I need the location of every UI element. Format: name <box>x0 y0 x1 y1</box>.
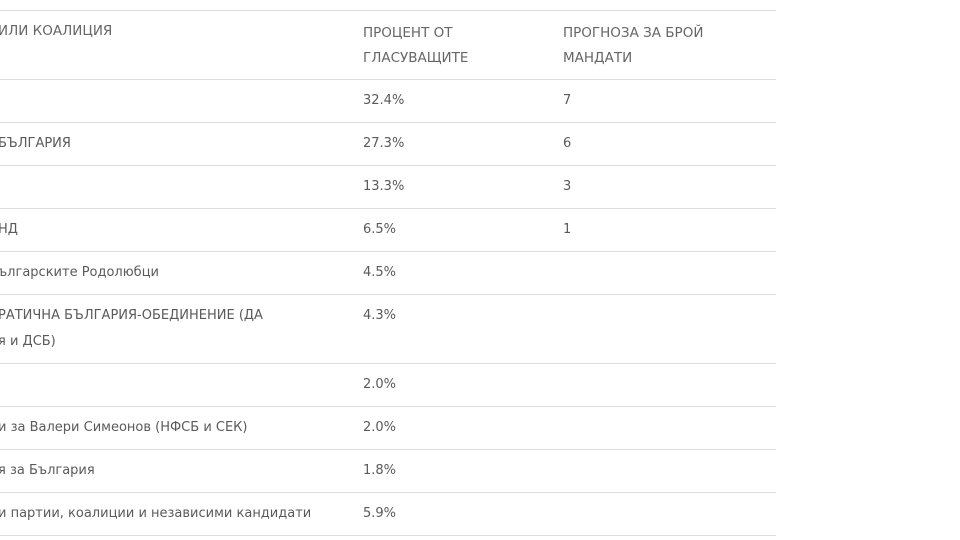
party-name-line2: я и ДСБ) <box>0 334 56 349</box>
percent-value: 4.3% <box>363 308 397 323</box>
party-name: НД <box>0 222 18 237</box>
mandates-value: 7 <box>563 93 572 108</box>
header-party: или коалиция <box>0 23 113 39</box>
mandates-value: 3 <box>563 179 572 194</box>
percent-value: 32.4% <box>363 93 405 108</box>
header-percent-line1: ПРОЦЕНТ ОТ <box>363 25 453 41</box>
percent-value: 13.3% <box>363 179 405 194</box>
party-name: я за България <box>0 463 95 478</box>
row-divider <box>0 79 776 80</box>
header-percent-line2: ГЛАСУВАЩИТЕ <box>363 50 469 66</box>
row-divider <box>0 492 776 493</box>
row-divider <box>0 251 776 252</box>
row-divider <box>0 122 776 123</box>
row-divider <box>0 294 776 295</box>
row-divider <box>0 406 776 407</box>
party-name: ългарските Родолюбци <box>0 265 159 280</box>
percent-value: 2.0% <box>363 420 397 435</box>
mandates-value: 6 <box>563 136 572 151</box>
row-divider <box>0 165 776 166</box>
row-divider <box>0 535 776 536</box>
header-mandates-line2: МАНДАТИ <box>563 50 633 66</box>
percent-value: 5.9% <box>363 506 397 521</box>
party-name: РАТИЧНА БЪЛГАРИЯ-ОБЕДИНЕНИЕ (ДА <box>0 308 263 323</box>
row-divider <box>0 363 776 364</box>
percent-value: 1.8% <box>363 463 397 478</box>
percent-value: 27.3% <box>363 136 405 151</box>
row-divider <box>0 449 776 450</box>
party-name: и за Валери Симеонов (НФСБ и СЕК) <box>0 420 248 435</box>
mandates-value: 1 <box>563 222 572 237</box>
table-border <box>0 10 776 11</box>
header-mandates-line1: ПРОГНОЗА ЗА БРОЙ <box>563 25 704 41</box>
percent-value: 2.0% <box>363 377 397 392</box>
party-name: и партии, коалиции и независими кандидат… <box>0 506 312 521</box>
party-name: БЪЛГАРИЯ <box>0 136 71 151</box>
row-divider <box>0 208 776 209</box>
percent-value: 6.5% <box>363 222 397 237</box>
percent-value: 4.5% <box>363 265 397 280</box>
